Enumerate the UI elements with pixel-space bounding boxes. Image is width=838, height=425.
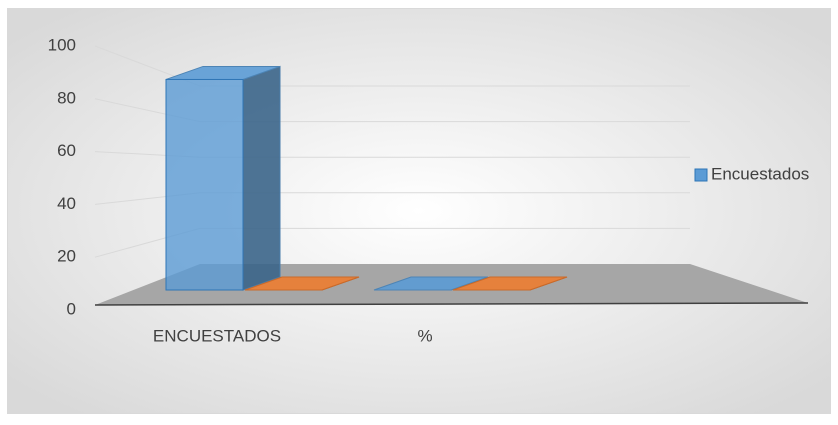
legend-swatch [694, 168, 708, 182]
y-tick-label: 100 [48, 35, 76, 54]
bar [165, 78, 244, 291]
chart-area [7, 8, 831, 414]
x-tick-label: % [417, 326, 432, 345]
bar-top [244, 276, 360, 291]
y-tick-label: 60 [57, 141, 76, 160]
y-tick-label: 80 [57, 88, 76, 107]
y-tick-label: 20 [57, 247, 76, 266]
bar-side [242, 65, 281, 291]
legend-label: Encuestados [711, 164, 809, 183]
x-tick-label: ENCUESTADOS [153, 326, 281, 345]
bar-top [373, 276, 489, 291]
y-tick-label: 40 [57, 194, 76, 213]
bar-top [452, 276, 568, 291]
y-tick-label: 0 [67, 299, 76, 318]
x-axis [94, 302, 809, 306]
